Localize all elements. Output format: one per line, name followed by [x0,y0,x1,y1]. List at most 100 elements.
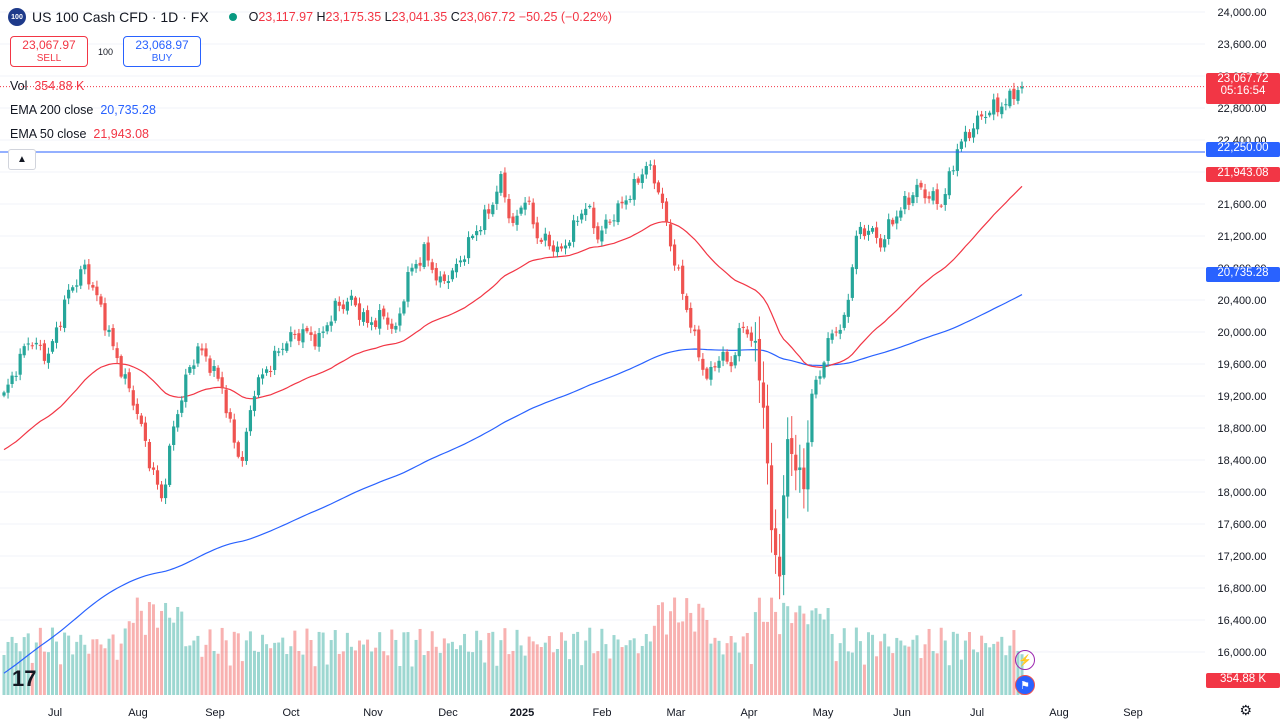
candle-body [418,262,422,266]
us-flag-event-icon[interactable]: ⚑ [1015,675,1035,695]
candle-body [75,285,79,287]
volume-bar [232,631,236,695]
volume-bar [923,644,927,695]
candle-body [79,269,83,286]
market-status-icon[interactable] [228,13,237,21]
volume-bar [866,632,870,695]
candle-body [701,358,705,370]
candle-body [434,267,438,281]
candle-body [975,115,980,130]
candle-body [604,219,608,229]
volume-bar [50,627,54,695]
ema50-indicator-legend[interactable]: EMA 50 close 21,943.08 [10,127,149,141]
candle-body [442,274,446,281]
settings-gear-icon[interactable]: ⚙ [1239,702,1252,718]
candle-body [345,301,349,311]
volume-bar [786,606,790,695]
candle-body [984,116,988,118]
time-tick-label: Nov [363,707,383,719]
volume-bar [107,638,111,695]
volume-bar [83,644,87,695]
volume-bar [568,659,572,695]
price-tick-label: 19,200.00 [1218,391,1267,403]
candle-body [353,297,358,306]
candle-body [596,226,600,240]
ema-50-path [3,185,1023,451]
sell-button[interactable]: 23,067.97 SELL [10,36,88,67]
candle-body [592,207,596,229]
candle-body [62,299,67,328]
volume-bar [30,662,34,695]
volume-bar [669,611,673,695]
candle-body [204,348,208,357]
candle-body [636,178,640,183]
candle-body [382,308,386,317]
candle-body [858,226,863,235]
symbol-title[interactable]: US 100 Cash CFD · 1D · FX [32,9,209,25]
volume-bar [269,648,273,695]
lightning-event-icon[interactable]: ⚡ [1015,650,1035,670]
time-tick-label: Sep [205,707,225,719]
volume-bar [996,641,1000,695]
candle-body [71,287,75,291]
volume-bar [184,646,188,695]
candle-body [644,166,648,175]
volume-bar [386,655,390,695]
volume-bar [42,651,46,695]
volume-bar [79,634,83,695]
volume-bar [212,650,216,695]
volume-bar [632,638,636,695]
candle-body [200,348,204,351]
volume-bar [127,621,131,695]
candle-body [192,365,196,369]
volume-bar [673,597,677,695]
volume-bar [891,653,895,695]
candle-body [479,229,483,232]
ema200-indicator-legend[interactable]: EMA 200 close 20,735.28 [10,103,156,117]
volume-bar [967,632,971,695]
chevron-up-icon[interactable]: ▲ [8,149,36,170]
volume-bar [1012,630,1016,695]
volume-bar [701,607,705,695]
candle-body [911,195,915,204]
candle-body [232,419,236,443]
candle-body [305,327,309,332]
volume-bar [895,637,899,695]
volume-bar [883,633,887,695]
candle-body [640,174,644,183]
buy-button[interactable]: 23,068.97 BUY [123,36,202,67]
ohlc-readout: O23,117.97 H23,175.35 L23,041.35 C23,067… [248,10,612,24]
time-tick-label: May [813,707,834,719]
candle-body [1020,86,1024,89]
candle-body [539,239,543,242]
candle-body [446,281,450,283]
candle-body [672,244,677,266]
candle-body [943,194,947,205]
candle-body [741,326,745,328]
volume-bar [713,637,717,695]
candle-body [846,299,850,317]
candle-body [168,445,172,485]
candle-body [329,321,333,326]
candle-body [866,230,871,235]
volume-bar [418,628,422,695]
volume-indicator-legend[interactable]: Vol 354.88 K [10,79,85,93]
candle-body [733,355,737,366]
symbol-logo-icon[interactable]: 100 [8,8,26,26]
candle-body [398,313,402,326]
volume-bar [850,652,854,695]
volume-bar [826,608,830,695]
candle-body [438,276,442,283]
candle-body [196,346,200,364]
volume-bar [438,652,442,695]
tradingview-logo[interactable]: 17 [12,666,37,691]
candle-body [466,237,471,259]
price-axis-bg [1205,0,1280,723]
volume-bar [317,631,321,695]
candle-body [717,360,721,368]
volume-bar [721,654,725,695]
volume-bar [608,658,612,695]
volume-bar [172,622,176,695]
candle-body [269,371,273,373]
